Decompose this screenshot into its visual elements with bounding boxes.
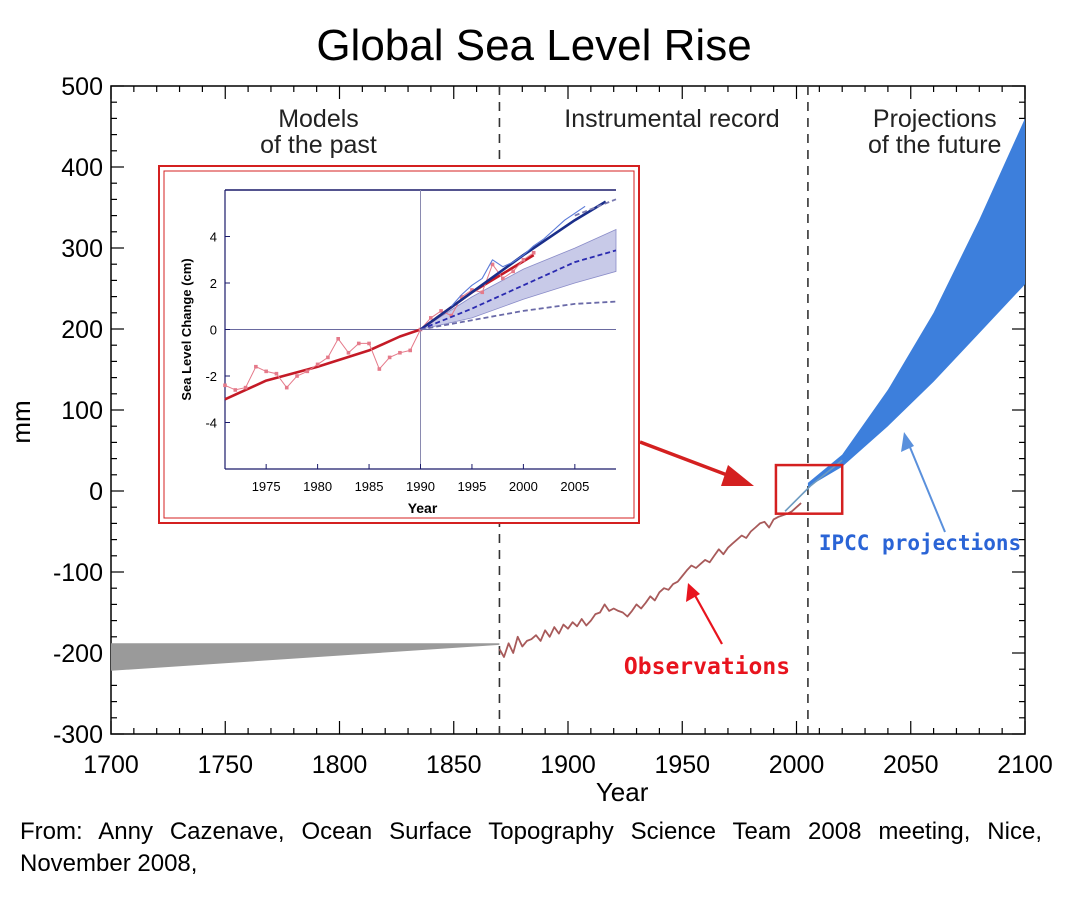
period-label: of the past [260,131,377,159]
x-tick-label: 2050 [883,751,939,779]
observations-line [498,502,802,658]
main-series [111,118,1025,671]
zoom-arrow-line [639,440,736,480]
inset-series-3-line [450,205,586,307]
y-tick-label: 500 [61,73,103,101]
inset-marker [254,364,258,369]
inset-marker [233,388,238,392]
inset-marker [501,276,505,281]
inset-marker [398,350,402,355]
inset-y-axis-label: Sea Level Change (cm) [179,258,194,400]
inset-marker [284,385,289,390]
inset-marker [387,355,392,360]
inset-marker [326,355,330,360]
inset-marker [490,262,495,267]
ipcc-projection-band [807,118,1025,488]
inset-x-tick-label: 1975 [252,479,281,494]
inset-marker [459,295,464,299]
bridge-line [784,459,843,512]
callout [639,440,844,515]
inset-series-5-line [420,300,617,331]
inset-x-tick-label: 1980 [303,479,332,494]
period-label: Models [278,105,359,133]
y-tick-label: 300 [61,235,103,263]
inset-marker [521,257,526,262]
past-model-band [111,643,500,671]
inset-marker [223,383,227,388]
inset-x-tick-label: 1995 [457,479,486,494]
inset-series-6-line [574,198,617,217]
y-tick-label: 400 [61,154,103,182]
inset-marker [356,341,361,346]
y-axis-label: mm [6,400,36,443]
inset-marker [315,362,320,367]
y-tick-label: 100 [61,397,103,425]
inset-x-tick-label: 2000 [509,479,538,494]
inset-marker [274,371,279,376]
x-axis-label: Year [596,777,649,807]
inset-y-tick-label: 4 [210,230,217,245]
inset-marker [367,341,371,346]
x-tick-label: 1850 [426,751,482,779]
observations-arrowhead [686,583,700,602]
inset-x-tick-label: 1990 [406,479,435,494]
period-label: Instrumental record [564,105,779,133]
inset-marker [439,309,443,313]
inset-marker [305,369,310,374]
y-tick-label: -200 [53,640,103,668]
inset-marker [531,250,536,255]
x-tick-label: 1700 [83,751,139,779]
inset-marker [480,290,485,295]
y-tick-label: 200 [61,316,103,344]
source-caption: From: Anny Cazenave, Ocean Surface Topog… [20,818,1042,877]
y-tick-label: -300 [53,721,103,749]
period-label: of the future [868,131,1001,159]
x-tick-label: 1900 [540,751,596,779]
inset-x-axis-label: Year [408,500,438,516]
inset-marker [295,374,299,378]
inset-marker [336,337,340,341]
y-tick-label: 0 [89,478,103,506]
inset-marker [346,350,351,355]
inset-y-tick-label: 2 [210,276,217,291]
inset-chart: 4 2 0 -2 -4 1975 1980 1985 1990 1995 2000 2005 Year S… [158,165,640,524]
ipcc-arrowhead [901,432,914,452]
x-tick-label: 1950 [654,751,710,779]
x-tick-label: 1800 [312,751,368,779]
inset-x-tick-label: 2005 [560,479,589,494]
observations-annotation: Observations [624,654,790,680]
inset-marker [408,348,413,353]
inset-marker [428,316,433,320]
x-tick-label: 2000 [769,751,825,779]
inset-y-tick-label: 0 [210,323,217,338]
y-tick-label: -100 [53,559,103,587]
zoom-region-box [774,463,844,515]
inset-frame-inner [163,170,635,519]
ipcc-arrow-line [906,439,946,533]
zoom-arrowhead [721,465,754,486]
observations-arrow-line [691,589,723,645]
inset-marker [243,385,248,390]
inset-y-tick-label: -2 [205,369,217,384]
ipcc-annotation: IPCC projections [819,531,1021,555]
inset-x-tick-label: 1985 [355,479,384,494]
inset-marker [511,269,515,274]
period-label: Projections [873,105,997,133]
inset-marker [449,313,454,318]
inset-series-4-line [420,249,617,331]
inset-marker [264,369,268,374]
x-tick-label: 1750 [197,751,253,779]
inset-marker [377,367,382,371]
inset-marker [470,288,474,292]
x-tick-label: 2100 [997,751,1053,779]
chart-title: Global Sea Level Rise [316,21,752,70]
inset-y-tick-label: -4 [205,416,217,431]
